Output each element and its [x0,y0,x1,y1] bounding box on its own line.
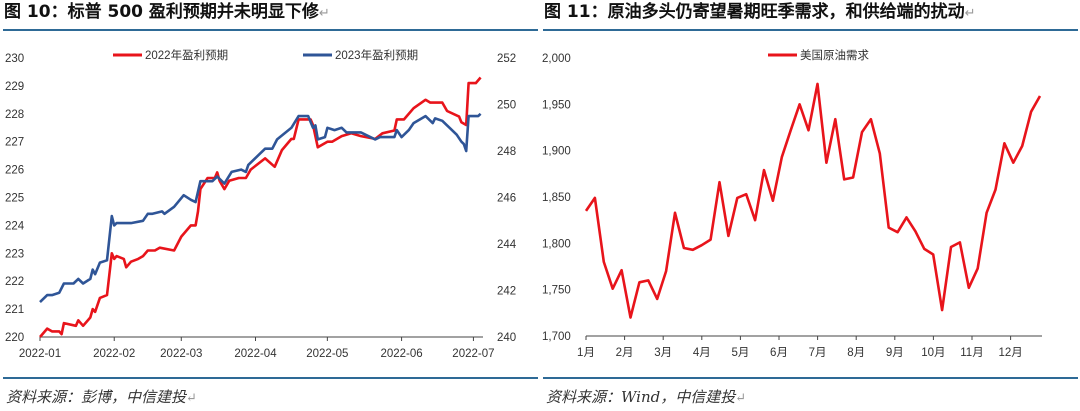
top-divider [3,29,538,31]
y-left-tick-label: 220 [5,332,24,344]
legend-label: 2022年盈利预期 [145,48,228,62]
series-line-1 [39,76,482,338]
y-left-tick-label: 230 [5,53,24,65]
x-tick-label: 3月 [654,347,672,359]
y-tick-label: 2,000 [542,53,571,65]
source-note: 资料来源：彭博，中信建投↵ [6,388,197,406]
sp500-earnings-chart: 2022-01 2022-02 2022-03 2022-04 2022-05 2022-… [5,48,517,360]
y-left-tick-label: 228 [5,109,24,121]
figure-title: 图 11：原油多头仍寄望暑期旺季需求，和供给端的扰动↵ [544,2,976,22]
x-tick-label: 8月 [847,347,865,359]
y-right-tick-label: 240 [497,332,516,344]
y-left-tick-label: 226 [5,165,24,177]
y-left-tick-label: 227 [5,137,24,149]
y-right-tick-label: 242 [497,286,516,298]
us-crude-demand-chart: 1月 2月 3月 4月 5月 6月 7月 8月 9月 10月 11月 12月 1,700 1,750 1,8… [542,48,1042,359]
x-tick-label: 2022-07 [452,348,494,360]
x-tick-label: 2022-06 [380,348,422,360]
x-tick-label: 12月 [998,347,1022,359]
x-tick-label: 2月 [616,347,634,359]
x-tick-label: 9月 [886,347,904,359]
y-left-tick-label: 229 [5,81,24,93]
top-divider [543,29,1078,31]
y-left-tick-label: 221 [5,304,24,316]
y-tick-label: 1,750 [542,285,571,297]
y-left-tick-label: 225 [5,193,24,205]
y-right-tick-label: 252 [497,53,516,65]
y-tick-label: 1,850 [542,192,571,204]
y-right-tick-label: 244 [497,239,517,251]
y-tick-label: 1,700 [542,331,571,343]
y-left-tick-label: 224 [5,220,25,232]
x-tick-label: 2022-03 [160,348,202,360]
y-tick-label: 1,800 [542,238,571,250]
left-figure: 图 10：标普 500 盈利预期并未明显下修↵ 2022-01 2022-02 20… [3,2,538,406]
y-left-tick-label: 222 [5,276,24,288]
x-tick-label: 1月 [577,347,595,359]
x-tick-label: 10月 [921,347,945,359]
y-tick-label: 1,900 [542,146,571,158]
y-right-tick-label: 248 [497,146,516,158]
legend-label: 2023年盈利预期 [335,48,418,62]
x-tick-label: 5月 [731,347,749,359]
x-tick-label: 6月 [770,347,788,359]
right-figure: 图 11：原油多头仍寄望暑期旺季需求，和供给端的扰动↵ 1月 2月 3月 4月 5月 6月… [540,0,1080,411]
series-line-1 [584,82,1042,319]
y-tick-label: 1,950 [542,99,571,111]
y-left-tick-label: 223 [5,248,24,260]
x-tick-label: 4月 [693,347,711,359]
x-tick-label: 2022-02 [93,348,135,360]
series-line-2 [39,112,482,304]
x-tick-label: 2022-05 [306,348,348,360]
bottom-divider [3,377,538,379]
x-tick-label: 11月 [960,347,983,359]
bottom-divider [543,377,1078,379]
x-tick-label: 2022-04 [234,348,277,360]
legend-label: 美国原油需求 [800,48,869,62]
x-tick-label: 7月 [809,347,827,359]
figure-title: 图 10：标普 500 盈利预期并未明显下修↵ [4,2,330,22]
y-right-tick-label: 250 [497,100,516,112]
y-right-tick-label: 246 [497,193,516,205]
x-tick-label: 2022-01 [19,348,61,360]
source-note: 资料来源：Wind，中信建投↵ [546,388,747,406]
